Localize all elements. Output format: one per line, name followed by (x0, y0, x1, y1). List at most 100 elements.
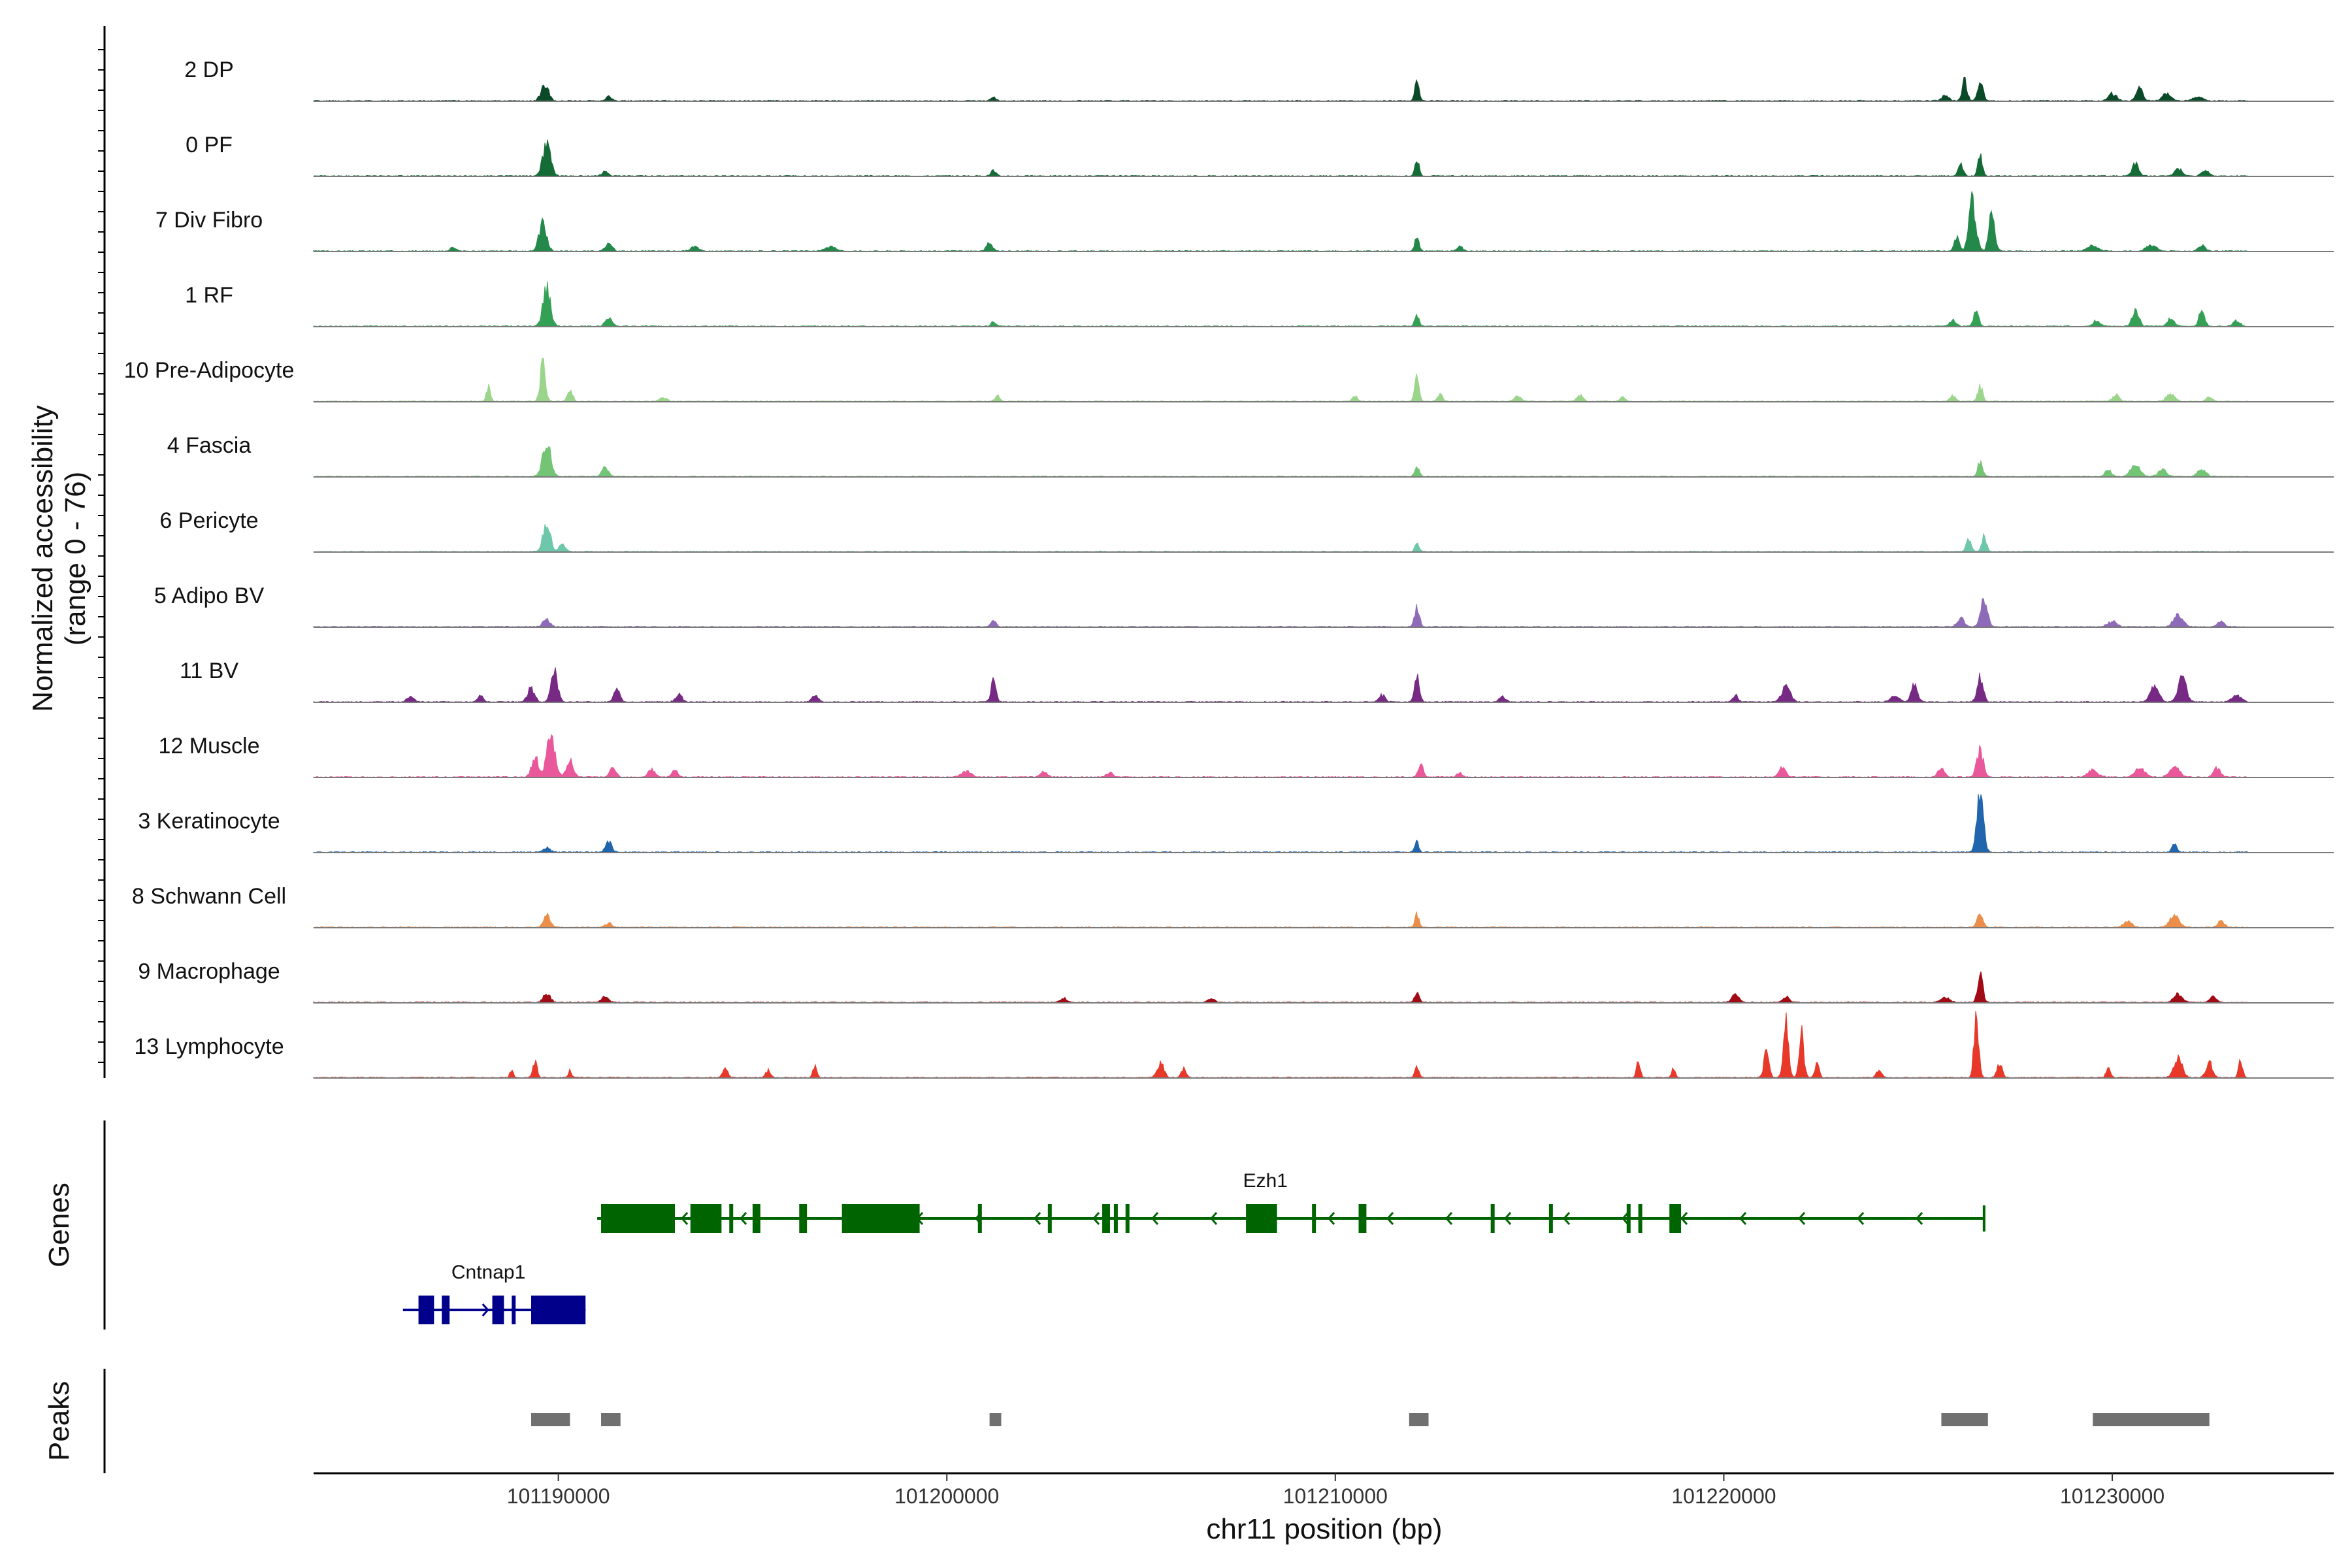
coverage-area (313, 794, 2249, 853)
strand-arrow (1680, 1212, 1688, 1225)
peak-region (1409, 1413, 1429, 1426)
track-10: 12 Muscle (159, 734, 2334, 778)
strand-arrow (1504, 1212, 1512, 1225)
exon (1490, 1204, 1495, 1233)
coverage-area (313, 734, 2249, 778)
track-3: 7 Div Fibro (155, 191, 2334, 252)
exon (1113, 1204, 1118, 1233)
track-label: 7 Div Fibro (155, 208, 263, 233)
coverage-y-axis (98, 26, 106, 1078)
coverage-area (313, 911, 2249, 928)
gene-name-label: Cntnap1 (451, 1262, 525, 1283)
strand-arrow (1739, 1212, 1747, 1225)
exon (1358, 1204, 1367, 1233)
track-13: 9 Macrophage (138, 959, 2334, 1004)
track-label: 13 Lymphocyte (134, 1034, 284, 1059)
track-1: 2 DP (184, 57, 2334, 102)
x-tick-label: 101220000 (1671, 1484, 1776, 1508)
exon (690, 1204, 722, 1233)
track-label: 11 BV (180, 659, 238, 683)
exon (442, 1296, 450, 1324)
peaks-panel-title: Peaks (43, 1381, 75, 1461)
track-label: 6 Pericyte (159, 508, 258, 533)
exon (799, 1204, 808, 1233)
coverage-area (313, 598, 2249, 628)
exon (601, 1204, 675, 1233)
peak-region (601, 1413, 621, 1426)
track-4: 1 RF (185, 281, 2334, 327)
coverage-area (313, 281, 2249, 327)
exon (1047, 1204, 1052, 1233)
gene-annotations: Ezh1 Cntnap1 (402, 1170, 1985, 1324)
track-6: 4 Fascia (167, 433, 2334, 478)
coverage-area (313, 667, 2249, 703)
exon (1250, 1204, 1277, 1233)
x-tick-label: 101230000 (2060, 1484, 2164, 1508)
exon (752, 1204, 760, 1233)
exon (729, 1204, 734, 1233)
strand-arrow (1857, 1212, 1865, 1225)
strand-arrow (1210, 1212, 1218, 1225)
exon (977, 1204, 982, 1233)
coverage-area (313, 139, 2250, 177)
peak-region (989, 1413, 1002, 1426)
strand-arrow (1151, 1212, 1159, 1225)
track-7: 6 Pericyte (159, 508, 2334, 553)
strand-arrow (482, 1303, 489, 1316)
peak-region (531, 1413, 570, 1426)
exon (1626, 1204, 1631, 1233)
exon (1638, 1204, 1642, 1233)
y-axis-title-line1: Normalized accessibility (27, 405, 59, 711)
track-2: 0 PF (186, 133, 2334, 177)
x-tick-label: 101210000 (1283, 1484, 1388, 1508)
track-label: 5 Adipo BV (154, 583, 265, 608)
y-axis-title-line2: (range 0 - 76) (59, 472, 91, 646)
track-5: 10 Pre-Adipocyte (124, 357, 2334, 402)
track-label: 0 PF (186, 133, 233, 157)
strand-arrow (1798, 1212, 1806, 1225)
exon (1246, 1204, 1250, 1233)
x-tick-label: 101200000 (894, 1484, 999, 1508)
exon (1312, 1204, 1316, 1233)
strand-arrow (1328, 1212, 1335, 1225)
exon (1669, 1204, 1682, 1233)
coverage-area (313, 191, 2249, 252)
strand-arrow (740, 1212, 747, 1225)
exon (418, 1296, 434, 1324)
strand-arrow (1916, 1212, 1923, 1225)
strand-arrow (1622, 1212, 1629, 1225)
exon (492, 1296, 504, 1324)
coverage-area (313, 1011, 2249, 1079)
track-label: 1 RF (185, 283, 233, 308)
coverage-area (313, 971, 2249, 1004)
x-axis-title: chr11 position (bp) (1206, 1513, 1442, 1545)
track-label: 3 Keratinocyte (138, 809, 280, 834)
coverage-area (313, 357, 2249, 402)
exon (1102, 1204, 1110, 1233)
strand-arrow (1386, 1212, 1394, 1225)
exon (512, 1296, 516, 1324)
coverage-area (313, 524, 2249, 553)
x-tick-label: 101190000 (507, 1484, 610, 1508)
track-14: 13 Lymphocyte (134, 1011, 2334, 1079)
track-8: 5 Adipo BV (154, 583, 2334, 628)
track-11: 3 Keratinocyte (138, 794, 2334, 853)
track-label: 9 Macrophage (138, 959, 280, 984)
coverage-area (313, 446, 2249, 478)
gene-name-label: Ezh1 (1243, 1170, 1288, 1192)
track-label: 2 DP (184, 57, 234, 82)
peak-region (2093, 1413, 2210, 1426)
peak-regions (531, 1413, 2210, 1426)
coverage-tracks: 2 DP 0 PF 7 Div Fibro 1 RF 10 Pre-Adipocyte 4… (124, 57, 2334, 1079)
strand-arrow (681, 1212, 689, 1225)
track-label: 8 Schwann Cell (132, 884, 286, 909)
x-axis: 101190000 101200000 101210000 101220000 1012… (314, 1472, 2334, 1508)
exon (841, 1204, 920, 1233)
strand-arrow (1445, 1212, 1453, 1225)
track-label: 4 Fascia (167, 433, 252, 458)
track-label: 12 Muscle (159, 734, 260, 759)
genes-panel-title: Genes (43, 1183, 75, 1267)
strand-arrow (1034, 1212, 1041, 1225)
gene-cntnap1: Cntnap1 (402, 1262, 586, 1324)
